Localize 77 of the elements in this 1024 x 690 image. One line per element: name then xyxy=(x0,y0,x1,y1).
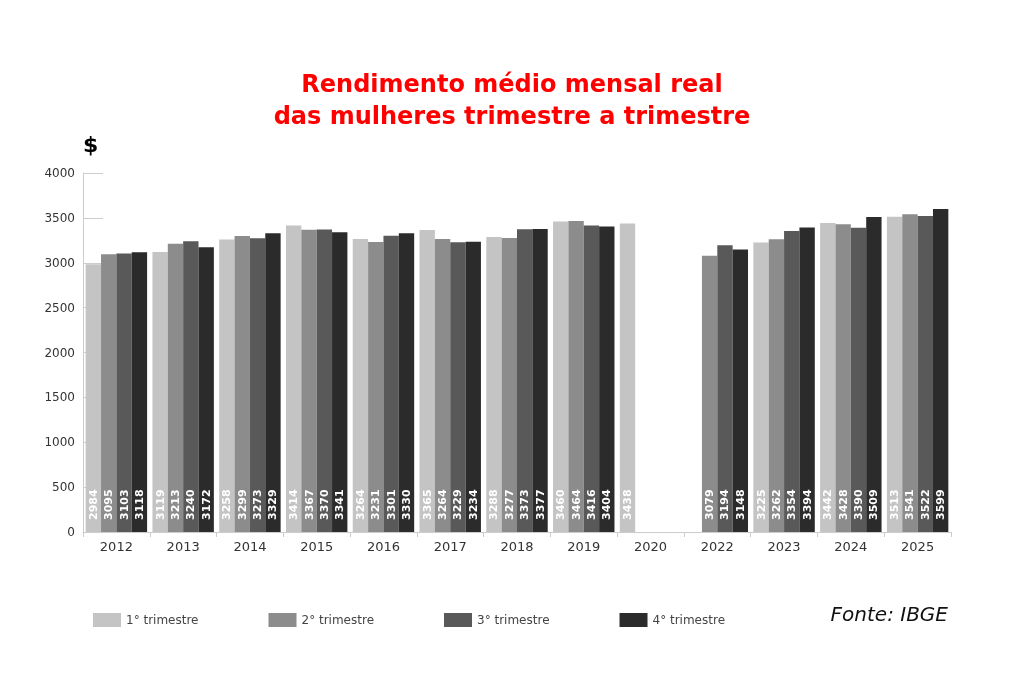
data-label: 3390 xyxy=(852,489,866,520)
y-tick-label: 3500 xyxy=(44,210,75,225)
data-label: 3394 xyxy=(800,489,814,520)
data-label: 3262 xyxy=(769,489,783,520)
data-label: 3231 xyxy=(369,489,383,520)
data-label: 3509 xyxy=(867,489,881,520)
data-label: 3599 xyxy=(934,489,948,520)
data-label: 3194 xyxy=(718,489,732,520)
x-tick-label: 2019 xyxy=(567,539,601,554)
data-label: 3464 xyxy=(569,489,583,520)
x-tick-label: 2015 xyxy=(300,539,334,554)
legend-label: 2° trimestre xyxy=(301,613,375,627)
y-tick-label: 500 xyxy=(52,480,75,495)
data-label: 3354 xyxy=(785,489,799,520)
data-label: 3234 xyxy=(466,489,480,520)
y-tick-label: 2000 xyxy=(44,345,75,360)
x-tick-label: 2024 xyxy=(834,539,868,554)
data-label: 3229 xyxy=(451,489,465,520)
data-label: 3541 xyxy=(903,489,917,520)
data-label: 3240 xyxy=(184,489,198,520)
x-tick-label: 2012 xyxy=(99,539,133,554)
data-label: 3522 xyxy=(918,489,932,520)
y-tick-label: 0 xyxy=(67,525,75,539)
data-label: 3301 xyxy=(384,489,398,520)
x-tick-label: 2020 xyxy=(633,539,668,554)
y-tick-label: 4000 xyxy=(44,166,75,180)
y-tick-label: 1500 xyxy=(44,390,75,405)
y-tick-label: 1000 xyxy=(44,435,75,450)
x-tick-label: 2017 xyxy=(433,539,467,554)
data-label: 3172 xyxy=(199,489,213,520)
data-label: 3377 xyxy=(533,489,547,520)
data-label: 3258 xyxy=(220,489,234,520)
data-label: 3341 xyxy=(333,489,347,520)
source-note: Fonte: IBGE xyxy=(830,602,949,626)
y-tick-label: 3000 xyxy=(44,255,75,270)
data-label: 3288 xyxy=(487,489,501,520)
data-label: 3213 xyxy=(168,489,182,520)
chart-title: Rendimento médio mensal real das mulheres trimestre a trimestre xyxy=(273,70,751,130)
data-label: 3277 xyxy=(502,489,516,520)
data-label: 3299 xyxy=(235,489,249,520)
data-label: 3148 xyxy=(733,489,747,520)
data-label: 3095 xyxy=(102,489,116,520)
x-tick-label: 2014 xyxy=(233,539,267,554)
data-label: 3079 xyxy=(703,489,717,520)
legend-label: 4° trimestre xyxy=(652,613,726,627)
data-label: 3103 xyxy=(117,489,131,520)
data-label: 3367 xyxy=(302,489,316,520)
data-label: 3414 xyxy=(287,489,301,520)
data-label: 3404 xyxy=(600,489,614,520)
x-tick-label: 2022 xyxy=(700,539,734,554)
data-label: 3264 xyxy=(353,489,367,520)
data-label: 3438 xyxy=(621,489,634,520)
data-label: 3370 xyxy=(317,489,331,520)
data-label: 3442 xyxy=(821,489,835,520)
data-label: 3416 xyxy=(584,489,598,520)
legend-label: 3° trimestre xyxy=(477,613,550,627)
data-label: 3330 xyxy=(400,489,413,520)
data-label: 3273 xyxy=(251,489,265,520)
data-label: 3513 xyxy=(888,489,902,520)
data-label: 3373 xyxy=(518,489,532,520)
data-label: 3264 xyxy=(436,489,450,520)
x-tick-label: 2023 xyxy=(767,539,801,554)
x-tick-label: 2018 xyxy=(500,539,534,554)
data-label: 3365 xyxy=(420,489,434,520)
data-label: 3460 xyxy=(554,489,568,520)
x-tick-label: 2016 xyxy=(366,539,401,554)
data-label: 3119 xyxy=(153,489,167,520)
y-axis-title: $ xyxy=(83,131,99,157)
x-tick-label: 2025 xyxy=(901,539,935,554)
y-tick-label: 2500 xyxy=(44,300,75,315)
data-label: 3118 xyxy=(132,489,146,520)
data-label: 3329 xyxy=(266,489,280,520)
data-label: 3225 xyxy=(754,489,768,520)
data-label: 2984 xyxy=(86,489,100,520)
data-label: 3428 xyxy=(836,489,850,520)
x-tick-label: 2013 xyxy=(166,539,200,554)
legend-label: 1° trimestre xyxy=(126,613,199,627)
